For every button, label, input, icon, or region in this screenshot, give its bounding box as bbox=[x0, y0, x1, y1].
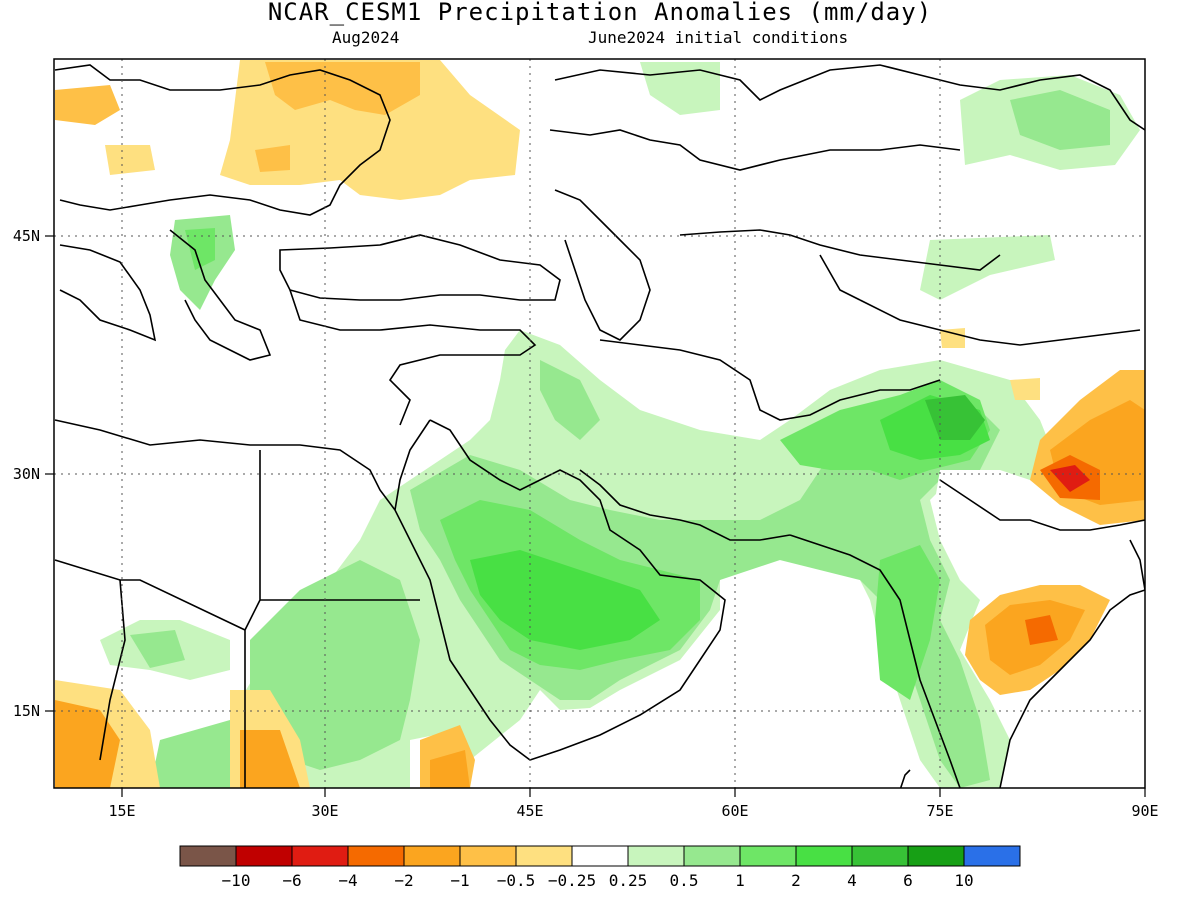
graticule bbox=[54, 59, 1145, 788]
lat-label: 15N bbox=[13, 702, 40, 720]
colorbar-label: −0.5 bbox=[497, 871, 536, 890]
colorbar: −10 −6 −4 −2 −1 −0.5 −0.25 0.25 0.5 1 2 4 6 10 bbox=[179, 845, 1021, 890]
axis-ticks bbox=[45, 235, 1146, 797]
colorbar-swatch bbox=[627, 845, 685, 867]
colorbar-swatch bbox=[403, 845, 461, 867]
colorbar-label: −10 bbox=[222, 871, 251, 890]
lat-label: 45N bbox=[13, 227, 40, 245]
colorbar-label: 10 bbox=[954, 871, 973, 890]
map-frame bbox=[53, 58, 1146, 789]
colorbar-label: 4 bbox=[847, 871, 857, 890]
colorbar-swatch bbox=[347, 845, 405, 867]
lon-labels: 15E 30E 45E 60E 75E 90E bbox=[108, 802, 1158, 820]
coastlines bbox=[54, 64, 1145, 788]
colorbar-label: −2 bbox=[394, 871, 413, 890]
colorbar-swatch bbox=[571, 845, 629, 867]
colorbar-swatch bbox=[963, 845, 1021, 867]
colorbar-label: 0.5 bbox=[670, 871, 699, 890]
lat-label: 30N bbox=[13, 465, 40, 483]
colorbar-swatch bbox=[291, 845, 349, 867]
colorbar-swatch bbox=[739, 845, 797, 867]
colorbar-swatch bbox=[515, 845, 573, 867]
lon-label: 15E bbox=[108, 802, 135, 820]
colorbar-swatch bbox=[459, 845, 517, 867]
colorbar-label: 0.25 bbox=[609, 871, 648, 890]
colorbar-swatch bbox=[795, 845, 853, 867]
colorbar-swatch bbox=[683, 845, 741, 867]
colorbar-label: 1 bbox=[735, 871, 745, 890]
colorbar-swatch bbox=[235, 845, 293, 867]
lat-labels: 45N 30N 15N bbox=[13, 227, 40, 720]
colorbar-label: −4 bbox=[338, 871, 357, 890]
colorbar-label: −1 bbox=[450, 871, 469, 890]
map-title: NCAR_CESM1 Precipitation Anomalies (mm/d… bbox=[267, 0, 933, 26]
lon-label: 75E bbox=[926, 802, 953, 820]
colorbar-label: −6 bbox=[282, 871, 301, 890]
lon-label: 45E bbox=[516, 802, 543, 820]
lon-label: 60E bbox=[721, 802, 748, 820]
anomaly-fields bbox=[54, 59, 1145, 788]
colorbar-label: 2 bbox=[791, 871, 801, 890]
lon-label: 90E bbox=[1131, 802, 1158, 820]
valid-month: Aug2024 bbox=[332, 28, 400, 47]
lon-label: 30E bbox=[311, 802, 338, 820]
colorbar-swatch bbox=[179, 845, 237, 867]
colorbar-label: 6 bbox=[903, 871, 913, 890]
colorbar-label: −0.25 bbox=[548, 871, 596, 890]
colorbar-swatch bbox=[851, 845, 909, 867]
colorbar-swatch bbox=[907, 845, 965, 867]
init-conditions: June2024 initial conditions bbox=[588, 28, 849, 47]
